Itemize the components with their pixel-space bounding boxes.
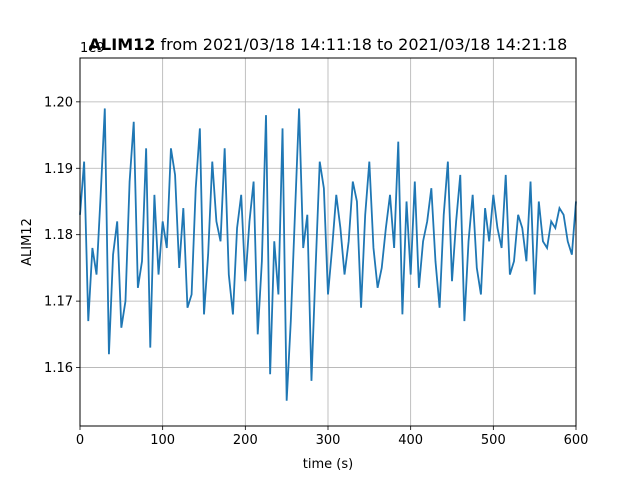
series-layer	[79, 108, 577, 401]
x-axis-label: time (s)	[303, 457, 353, 472]
x-tick-label: 100	[150, 433, 175, 448]
chart-title-rest: from 2021/03/18 14:11:18 to 2021/03/18 1…	[155, 35, 567, 54]
x-tick-label: 500	[481, 433, 506, 448]
x-tick-label: 200	[233, 433, 258, 448]
series-line	[79, 108, 577, 401]
x-tick-label: 0	[76, 433, 84, 448]
grid	[79, 58, 577, 426]
chart-title: ALIM12 from 2021/03/18 14:11:18 to 2021/…	[89, 35, 568, 54]
y-axis: 1.16 1.17 1.18 1.19 1.20	[44, 95, 80, 376]
x-tick-label: 300	[316, 433, 341, 448]
y-offset-label: 1e9	[80, 41, 105, 56]
x-axis: 0 100 200 300 400 500 600	[76, 426, 589, 448]
y-tick-label: 1.16	[44, 361, 73, 376]
y-tick-label: 1.17	[44, 295, 73, 310]
chart-title-bold: ALIM12	[89, 35, 156, 54]
y-tick-label: 1.19	[44, 162, 73, 177]
y-axis-label: ALIM12	[20, 218, 35, 266]
y-tick-label: 1.20	[44, 95, 73, 110]
x-tick-label: 600	[564, 433, 589, 448]
x-tick-label: 400	[398, 433, 423, 448]
y-tick-label: 1.18	[44, 228, 73, 243]
